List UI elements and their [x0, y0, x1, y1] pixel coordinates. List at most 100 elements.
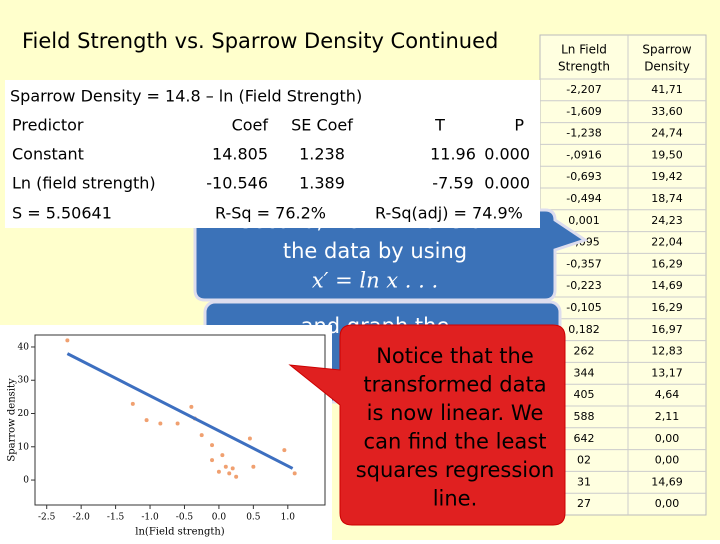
regression-cell: Constant: [12, 145, 84, 164]
regression-equation: Sparrow Density = 14.8 – ln (Field Stren…: [10, 87, 362, 106]
callout-text: the data by using: [283, 239, 467, 263]
callout-shape: [288, 324, 566, 526]
callout-text: is now linear. We: [367, 401, 544, 425]
table-cell: -0,105: [566, 301, 601, 314]
regression-cell: 0.000: [484, 174, 530, 193]
table-cell: -0,223: [566, 279, 601, 292]
x-tick-label: -1.5: [107, 513, 125, 523]
table-cell: -0,693: [566, 170, 601, 183]
scatter-point: [189, 404, 194, 409]
regression-cell: -7.59: [432, 174, 473, 193]
regression-cell: 0.000: [484, 145, 530, 164]
scatter-point: [130, 401, 135, 406]
y-tick-label: 40: [18, 342, 30, 352]
callout-formula: x′ = ln x . . .: [312, 269, 438, 293]
fit-line: [66, 352, 294, 470]
table-cell: 24,74: [651, 127, 683, 140]
table-cell: 31: [577, 475, 591, 488]
scatter-point: [210, 458, 215, 463]
table-cell: -,0916: [566, 148, 601, 161]
y-axis-label: Sparrow density: [7, 378, 18, 462]
scatter-point: [175, 421, 180, 426]
regression-header: P: [514, 116, 524, 135]
table-header: Strength: [558, 60, 610, 74]
regression-cell: -10.546: [206, 174, 268, 193]
y-tick-label: 10: [18, 442, 30, 452]
table-cell: 02: [577, 454, 591, 467]
callout-text: line.: [433, 487, 478, 511]
table-cell: 262: [574, 345, 595, 358]
scatter-point: [234, 474, 239, 479]
scatter-point: [247, 436, 252, 441]
scatter-point: [227, 471, 232, 476]
scatter-point: [158, 421, 163, 426]
x-tick-label: 0.5: [246, 513, 261, 523]
table-cell: 588: [574, 410, 595, 423]
table-cell: 405: [574, 388, 595, 401]
y-tick-label: 30: [18, 376, 30, 386]
table-cell: 19,50: [651, 148, 683, 161]
table-cell: 16,97: [651, 323, 683, 336]
table-cell: 27: [577, 497, 591, 510]
x-axis-label: ln(Field strength): [135, 527, 225, 538]
table-cell: -0,357: [566, 257, 601, 270]
table-cell: 0,00: [655, 432, 680, 445]
callout-text: squares regression: [356, 458, 555, 482]
scatter-point: [144, 418, 149, 423]
regression-box: [5, 80, 540, 228]
table-cell: 24,23: [651, 214, 683, 227]
plot-image: [0, 325, 332, 540]
table-cell: 4,64: [655, 388, 680, 401]
table-cell: 16,29: [651, 257, 683, 270]
table-cell: 0,001: [568, 214, 600, 227]
regression-cell: 1.238: [299, 145, 345, 164]
x-tick-label: -2.5: [38, 513, 56, 523]
table-cell: -1,609: [566, 105, 601, 118]
table-cell: 12,83: [651, 345, 683, 358]
x-tick-label: -1.0: [141, 513, 159, 523]
scatter-point: [199, 433, 204, 438]
plot-frame: [34, 334, 326, 506]
table-cell: 18,74: [651, 192, 683, 205]
regression-cell: 14.805: [212, 145, 268, 164]
regression-header: T: [434, 116, 445, 135]
table-cell: -1,238: [566, 127, 601, 140]
scatter-point: [223, 464, 228, 469]
regression-cell: Ln (field strength): [12, 174, 156, 193]
x-tick-label: 0.0: [212, 513, 227, 523]
callout-text: transformed data: [363, 373, 546, 397]
x-tick-label: -2.0: [72, 513, 90, 523]
callout-text: Notice that the: [376, 344, 534, 368]
scatter-point: [292, 471, 297, 476]
table-cell: 2,11: [655, 410, 680, 423]
regression-cell: 11.96: [430, 145, 476, 164]
table-cell: 22,04: [651, 236, 683, 249]
table-cell: 41,71: [651, 83, 683, 96]
table-cell: 19,42: [651, 170, 683, 183]
table-header: Ln Field: [561, 43, 607, 57]
table-cell: 0,00: [655, 454, 680, 467]
scatter-point: [220, 453, 225, 458]
table-cell: 33,60: [651, 105, 683, 118]
table-cell: 0,00: [655, 497, 680, 510]
table-header: Density: [644, 60, 690, 74]
regression-header: SE Coef: [291, 116, 353, 135]
regression-header: Coef: [232, 116, 269, 135]
table-cell: 16,29: [651, 301, 683, 314]
y-tick-label: 0: [23, 476, 29, 486]
scatter-point: [216, 469, 221, 474]
slide-title: Field Strength vs. Sparrow Density Conti…: [22, 29, 498, 53]
scatter-point: [251, 464, 256, 469]
regression-cell: 1.389: [299, 174, 345, 193]
x-tick-label: -0.5: [176, 513, 194, 523]
callout-text: can find the least: [364, 430, 547, 454]
regression-stat: R-Sq(adj) = 74.9%: [375, 204, 523, 223]
table-cell: -0,494: [566, 192, 601, 205]
y-tick-label: 20: [18, 409, 30, 419]
table-cell: 642: [574, 432, 595, 445]
scatter-point: [282, 448, 287, 453]
table-cell: 14,69: [651, 279, 683, 292]
regression-header: Predictor: [12, 116, 84, 135]
table-header: Sparrow: [642, 43, 691, 57]
